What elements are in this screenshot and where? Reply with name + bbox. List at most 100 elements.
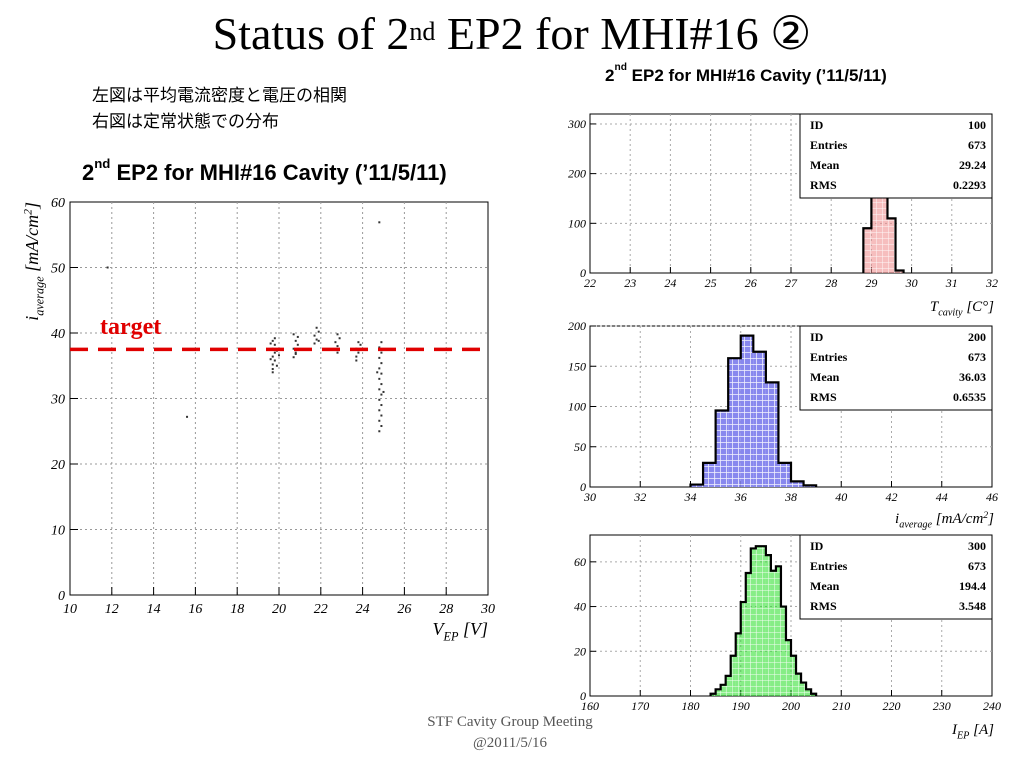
scatter-point <box>357 341 360 344</box>
scatter-y-tick-label: 50 <box>51 262 65 277</box>
scatter-point <box>269 342 272 345</box>
slide-title: Status of 2nd EP2 for MHI#16 ② <box>0 4 1024 64</box>
histogram-x-tick-label: 210 <box>832 699 850 713</box>
scatter-x-tick-label: 28 <box>439 602 453 617</box>
stats-key: RMS <box>810 390 837 404</box>
histogram-x-tick-label: 22 <box>584 276 596 290</box>
scatter-x-tick-label: 20 <box>272 602 286 617</box>
histogram-bar <box>730 655 736 696</box>
histogram-bar <box>785 640 791 696</box>
histogram-bar <box>760 546 766 696</box>
histogram-bar <box>740 602 746 696</box>
histogram-outline <box>689 334 818 487</box>
slide-title-sup: nd <box>409 17 436 46</box>
histogram-x-tick-label: 23 <box>624 276 636 290</box>
histogram-x-tick-label: 46 <box>986 490 998 504</box>
scatter-point <box>380 414 383 417</box>
histogram-bar <box>887 218 896 273</box>
histogram-bar <box>715 689 721 696</box>
scatter-point <box>269 358 272 361</box>
histogram-y-tick-label: 50 <box>574 440 586 454</box>
scatter-point <box>380 404 383 407</box>
histogram-x-axis-label: Tcavity [C°] <box>930 299 994 318</box>
histogram-bar <box>703 462 716 487</box>
histogram-x-tick-label: 38 <box>784 490 797 504</box>
histogram-x-tick-label: 40 <box>835 490 847 504</box>
scatter-point <box>186 415 189 418</box>
scatter-point <box>271 368 274 371</box>
stats-value: 100 <box>968 118 986 132</box>
scatter-point <box>106 266 109 269</box>
histogram-x-tick-label: 190 <box>732 699 750 713</box>
histogram-x-tick-label: 160 <box>581 699 599 713</box>
scatter-point <box>273 337 276 340</box>
scatter-point <box>378 409 381 412</box>
scatter-point <box>278 354 280 357</box>
scatter-point <box>271 355 274 358</box>
target-label: target <box>100 314 162 340</box>
scatter-point <box>292 333 295 336</box>
histogram-bar <box>863 228 872 273</box>
scatter-x-tick-label: 30 <box>480 602 495 617</box>
scatter-point <box>378 398 381 401</box>
histogram-outline <box>709 545 818 696</box>
histogram-x-tick-label: 28 <box>825 276 837 290</box>
scatter-point <box>355 359 358 362</box>
histogram-y-tick-label: 0 <box>580 266 586 280</box>
histogram-y-tick-label: 60 <box>574 555 586 569</box>
scatter-point <box>380 362 383 365</box>
scatter-point <box>336 333 339 336</box>
histogram-bar <box>720 684 726 696</box>
scatter-point <box>380 383 383 386</box>
scatter-x-tick-label: 12 <box>105 602 119 617</box>
histogram-bar <box>753 351 766 487</box>
histogram-bar <box>765 555 771 696</box>
scatter-y-tick-label: 20 <box>51 458 65 473</box>
scatter-y-tick-label: 10 <box>51 524 65 539</box>
scatter-point <box>313 334 316 337</box>
scatter-point <box>317 330 320 333</box>
note-line-2: 右図は定常状態での分布 <box>92 112 279 132</box>
scatter-point <box>380 372 383 375</box>
footer: STF Cavity Group Meeting @2011/5/16 <box>380 712 640 754</box>
histogram-x-tick-label: 25 <box>705 276 717 290</box>
scatter-point <box>336 345 339 348</box>
scatter-point <box>380 351 383 354</box>
scatter-point <box>296 335 299 338</box>
scatter-point <box>357 351 360 354</box>
scatter-title-pre: 2 <box>82 160 95 185</box>
scatter-point <box>271 363 274 366</box>
footer-line-2: @2011/5/16 <box>472 735 548 751</box>
stats-box <box>799 113 993 199</box>
stats-value: 36.03 <box>959 370 986 384</box>
slide-title-post: EP2 for MHI#16 ② <box>435 8 812 59</box>
scatter-point <box>273 351 276 354</box>
footer-line-1: STF Cavity Group Meeting <box>427 714 593 730</box>
stats-value: 0.2293 <box>953 178 986 192</box>
histogram-bar <box>728 358 741 487</box>
histo-title-pre: 2 <box>605 66 615 85</box>
stats-box <box>799 534 993 620</box>
histogram-bar <box>725 675 731 696</box>
scatter-point <box>292 347 295 350</box>
histogram-y-tick-label: 150 <box>568 359 586 373</box>
scatter-x-tick-label: 22 <box>314 602 328 617</box>
scatter-point <box>334 341 337 344</box>
histogram-x-tick-label: 220 <box>883 699 901 713</box>
scatter-x-tick-label: 16 <box>188 602 202 617</box>
histogram-bar <box>801 682 807 696</box>
stats-key: Entries <box>810 138 848 152</box>
histogram-y-tick-label: 0 <box>580 689 586 703</box>
histogram-x-tick-label: 27 <box>785 276 798 290</box>
histogram-x-tick-label: 30 <box>905 276 918 290</box>
scatter-point <box>336 351 339 354</box>
histogram-bar <box>791 481 804 487</box>
scatter-point <box>376 371 379 374</box>
histogram-y-tick-label: 0 <box>580 480 586 494</box>
scatter-point <box>378 221 381 224</box>
histogram-x-axis-label: iaverage [mA/cm2] <box>895 510 994 530</box>
scatter-point <box>315 326 318 329</box>
scatter-point <box>378 388 381 391</box>
histogram-bar <box>715 410 729 487</box>
